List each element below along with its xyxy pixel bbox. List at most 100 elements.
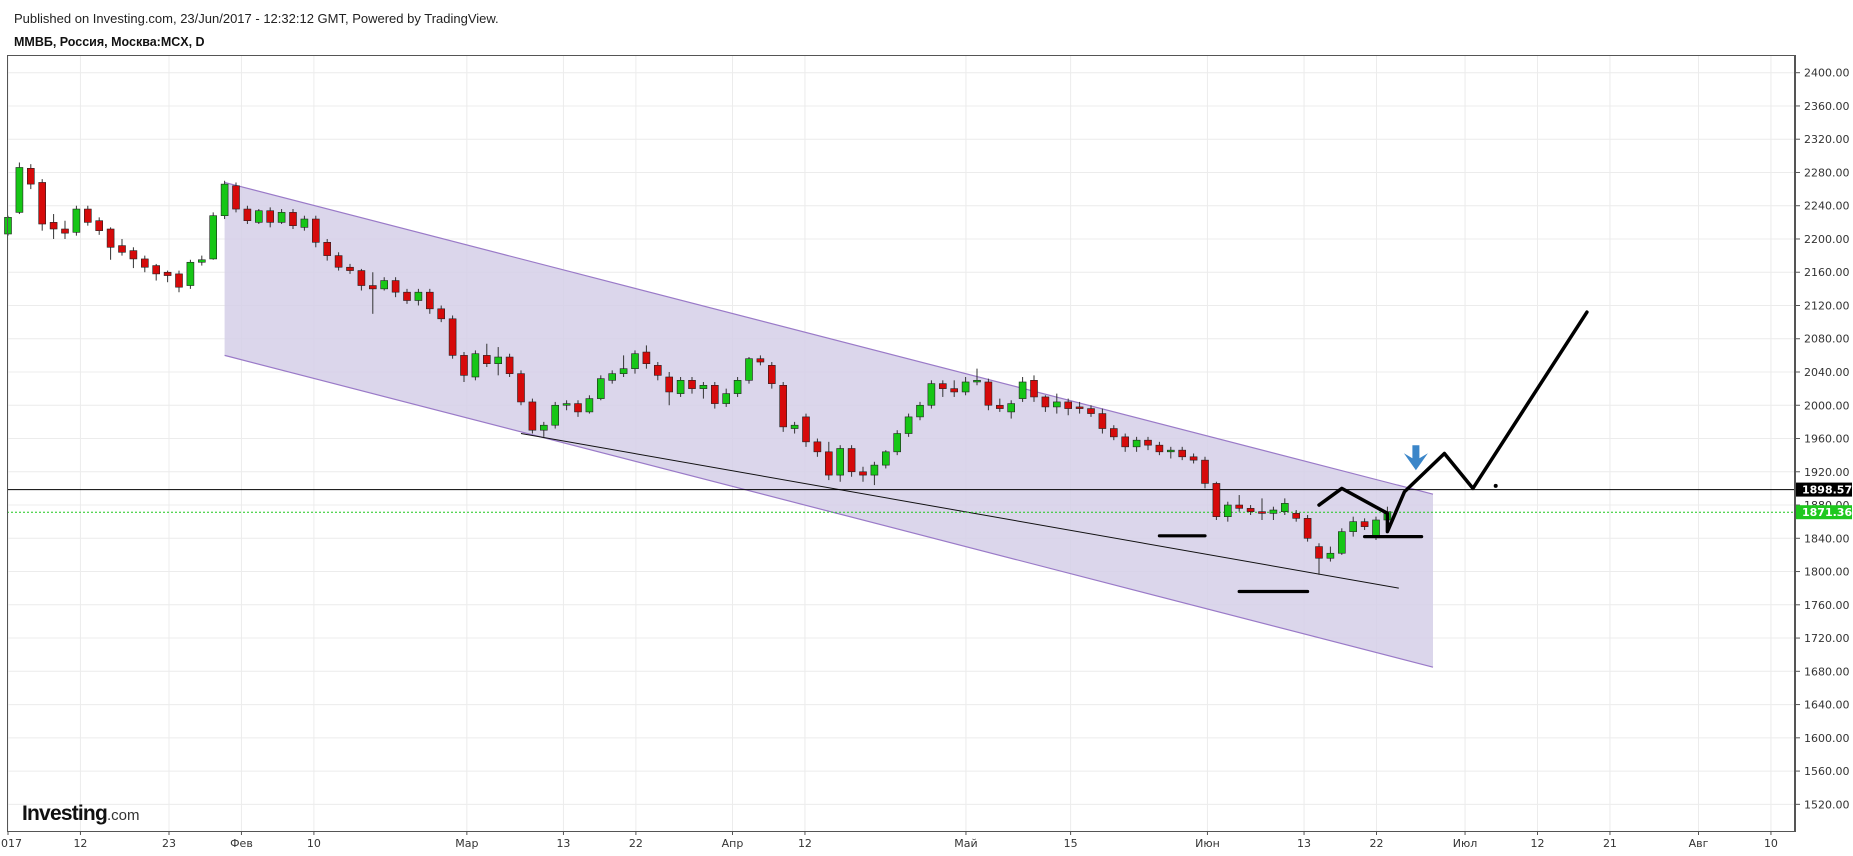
candle <box>904 413 913 437</box>
candle-body <box>255 210 263 223</box>
candle-body <box>357 270 366 286</box>
candle <box>1110 425 1118 441</box>
candle <box>1098 408 1107 434</box>
candle-body <box>1349 521 1357 532</box>
candle-body <box>733 380 742 394</box>
candle-body <box>745 358 753 381</box>
candle-body <box>84 208 92 223</box>
candle-body <box>619 368 628 374</box>
candle-body <box>1132 439 1141 448</box>
candle-body <box>642 351 651 364</box>
candle-body <box>425 291 434 310</box>
candle-body <box>1212 483 1221 517</box>
projection-dot <box>1493 483 1498 488</box>
trend-line[interactable] <box>520 433 1399 589</box>
candle-body <box>1201 459 1209 484</box>
projection-path[interactable] <box>1317 310 1589 534</box>
candle-body <box>950 388 959 393</box>
candle <box>710 381 719 409</box>
candle-body <box>676 380 685 394</box>
candle-body <box>175 273 183 288</box>
candle <box>1167 446 1175 459</box>
x-tick-label: 12 <box>798 837 812 850</box>
candle <box>15 162 24 215</box>
candle-body <box>300 218 309 228</box>
candle-body <box>1189 456 1198 461</box>
candle <box>779 381 788 432</box>
y-tick-label: 1960.00 <box>1804 433 1850 446</box>
x-tick-label: Июл <box>1453 837 1478 850</box>
candle <box>380 277 389 291</box>
candle-body <box>1030 380 1038 398</box>
candle <box>437 305 446 323</box>
candle <box>1132 436 1141 452</box>
candle-body <box>1018 381 1027 399</box>
chart-header: Published on Investing.com, 23/Jun/2017 … <box>14 9 499 52</box>
candle-body <box>118 245 126 253</box>
channel-fill <box>224 182 1434 668</box>
candle <box>1360 518 1369 530</box>
candle <box>482 343 491 368</box>
x-tick-label: 13 <box>1297 837 1311 850</box>
candle <box>961 376 970 396</box>
candle <box>585 395 594 414</box>
candle <box>813 438 822 457</box>
investing-logo: Investing.com <box>22 802 140 826</box>
candle <box>209 212 217 260</box>
candle-body <box>824 451 833 476</box>
candle-body <box>551 404 560 426</box>
candle-body <box>847 448 856 473</box>
candle <box>1144 436 1152 451</box>
candle <box>84 205 92 226</box>
candle <box>938 380 947 397</box>
candle <box>368 272 377 314</box>
channel-lower-line[interactable] <box>224 354 1434 668</box>
y-tick-label: 2000.00 <box>1804 399 1850 412</box>
candle <box>859 466 867 482</box>
candle <box>1224 501 1232 522</box>
candle-body <box>61 228 69 234</box>
user-drawings[interactable] <box>1157 310 1589 594</box>
candle <box>448 315 457 359</box>
candle-body <box>391 280 400 293</box>
price-tag-label: 1898.57 <box>1802 484 1852 497</box>
down-arrow-icon <box>1403 445 1428 471</box>
descending-channel[interactable] <box>224 181 1434 668</box>
price-lines <box>7 433 1795 589</box>
candle <box>619 355 628 377</box>
channel-upper-line[interactable] <box>224 181 1434 495</box>
logo-tld: .com <box>106 807 140 824</box>
candle <box>608 370 617 384</box>
candle <box>756 355 765 366</box>
candle <box>311 215 320 248</box>
candle <box>26 164 35 190</box>
x-tick-label: Май <box>954 837 977 850</box>
y-tick-label: 1680.00 <box>1804 665 1850 678</box>
candle-body <box>1326 552 1335 559</box>
candle <box>460 352 468 382</box>
candle-body <box>608 373 617 381</box>
candle-body <box>289 212 297 226</box>
candle <box>790 421 799 434</box>
candle <box>106 227 115 260</box>
candle-body <box>1224 504 1232 517</box>
candle-body <box>1098 413 1107 429</box>
candle <box>881 450 890 469</box>
time-axis[interactable]: 2017 12 23 Фев 10 Мар 13 22 Апр 12 Май 15 Июн 13 22 Июл… <box>0 831 1778 850</box>
x-tick-label: 10 <box>307 837 321 850</box>
candle-body <box>26 168 35 185</box>
logo-brand: Investing <box>22 802 108 825</box>
candle-body <box>494 356 503 364</box>
candle <box>300 215 309 231</box>
candle <box>243 205 252 225</box>
candle-body <box>141 258 149 268</box>
candle-body <box>1053 401 1061 408</box>
candle-body <box>49 222 58 230</box>
x-tick-label: 12 <box>73 837 87 850</box>
candle <box>722 388 731 407</box>
candle-body <box>574 403 582 413</box>
candle <box>346 263 354 274</box>
candle <box>665 372 674 406</box>
price-axis[interactable]: 2400.00 2360.00 2320.00 2280.00 2240.00 2200.… <box>1795 67 1850 812</box>
